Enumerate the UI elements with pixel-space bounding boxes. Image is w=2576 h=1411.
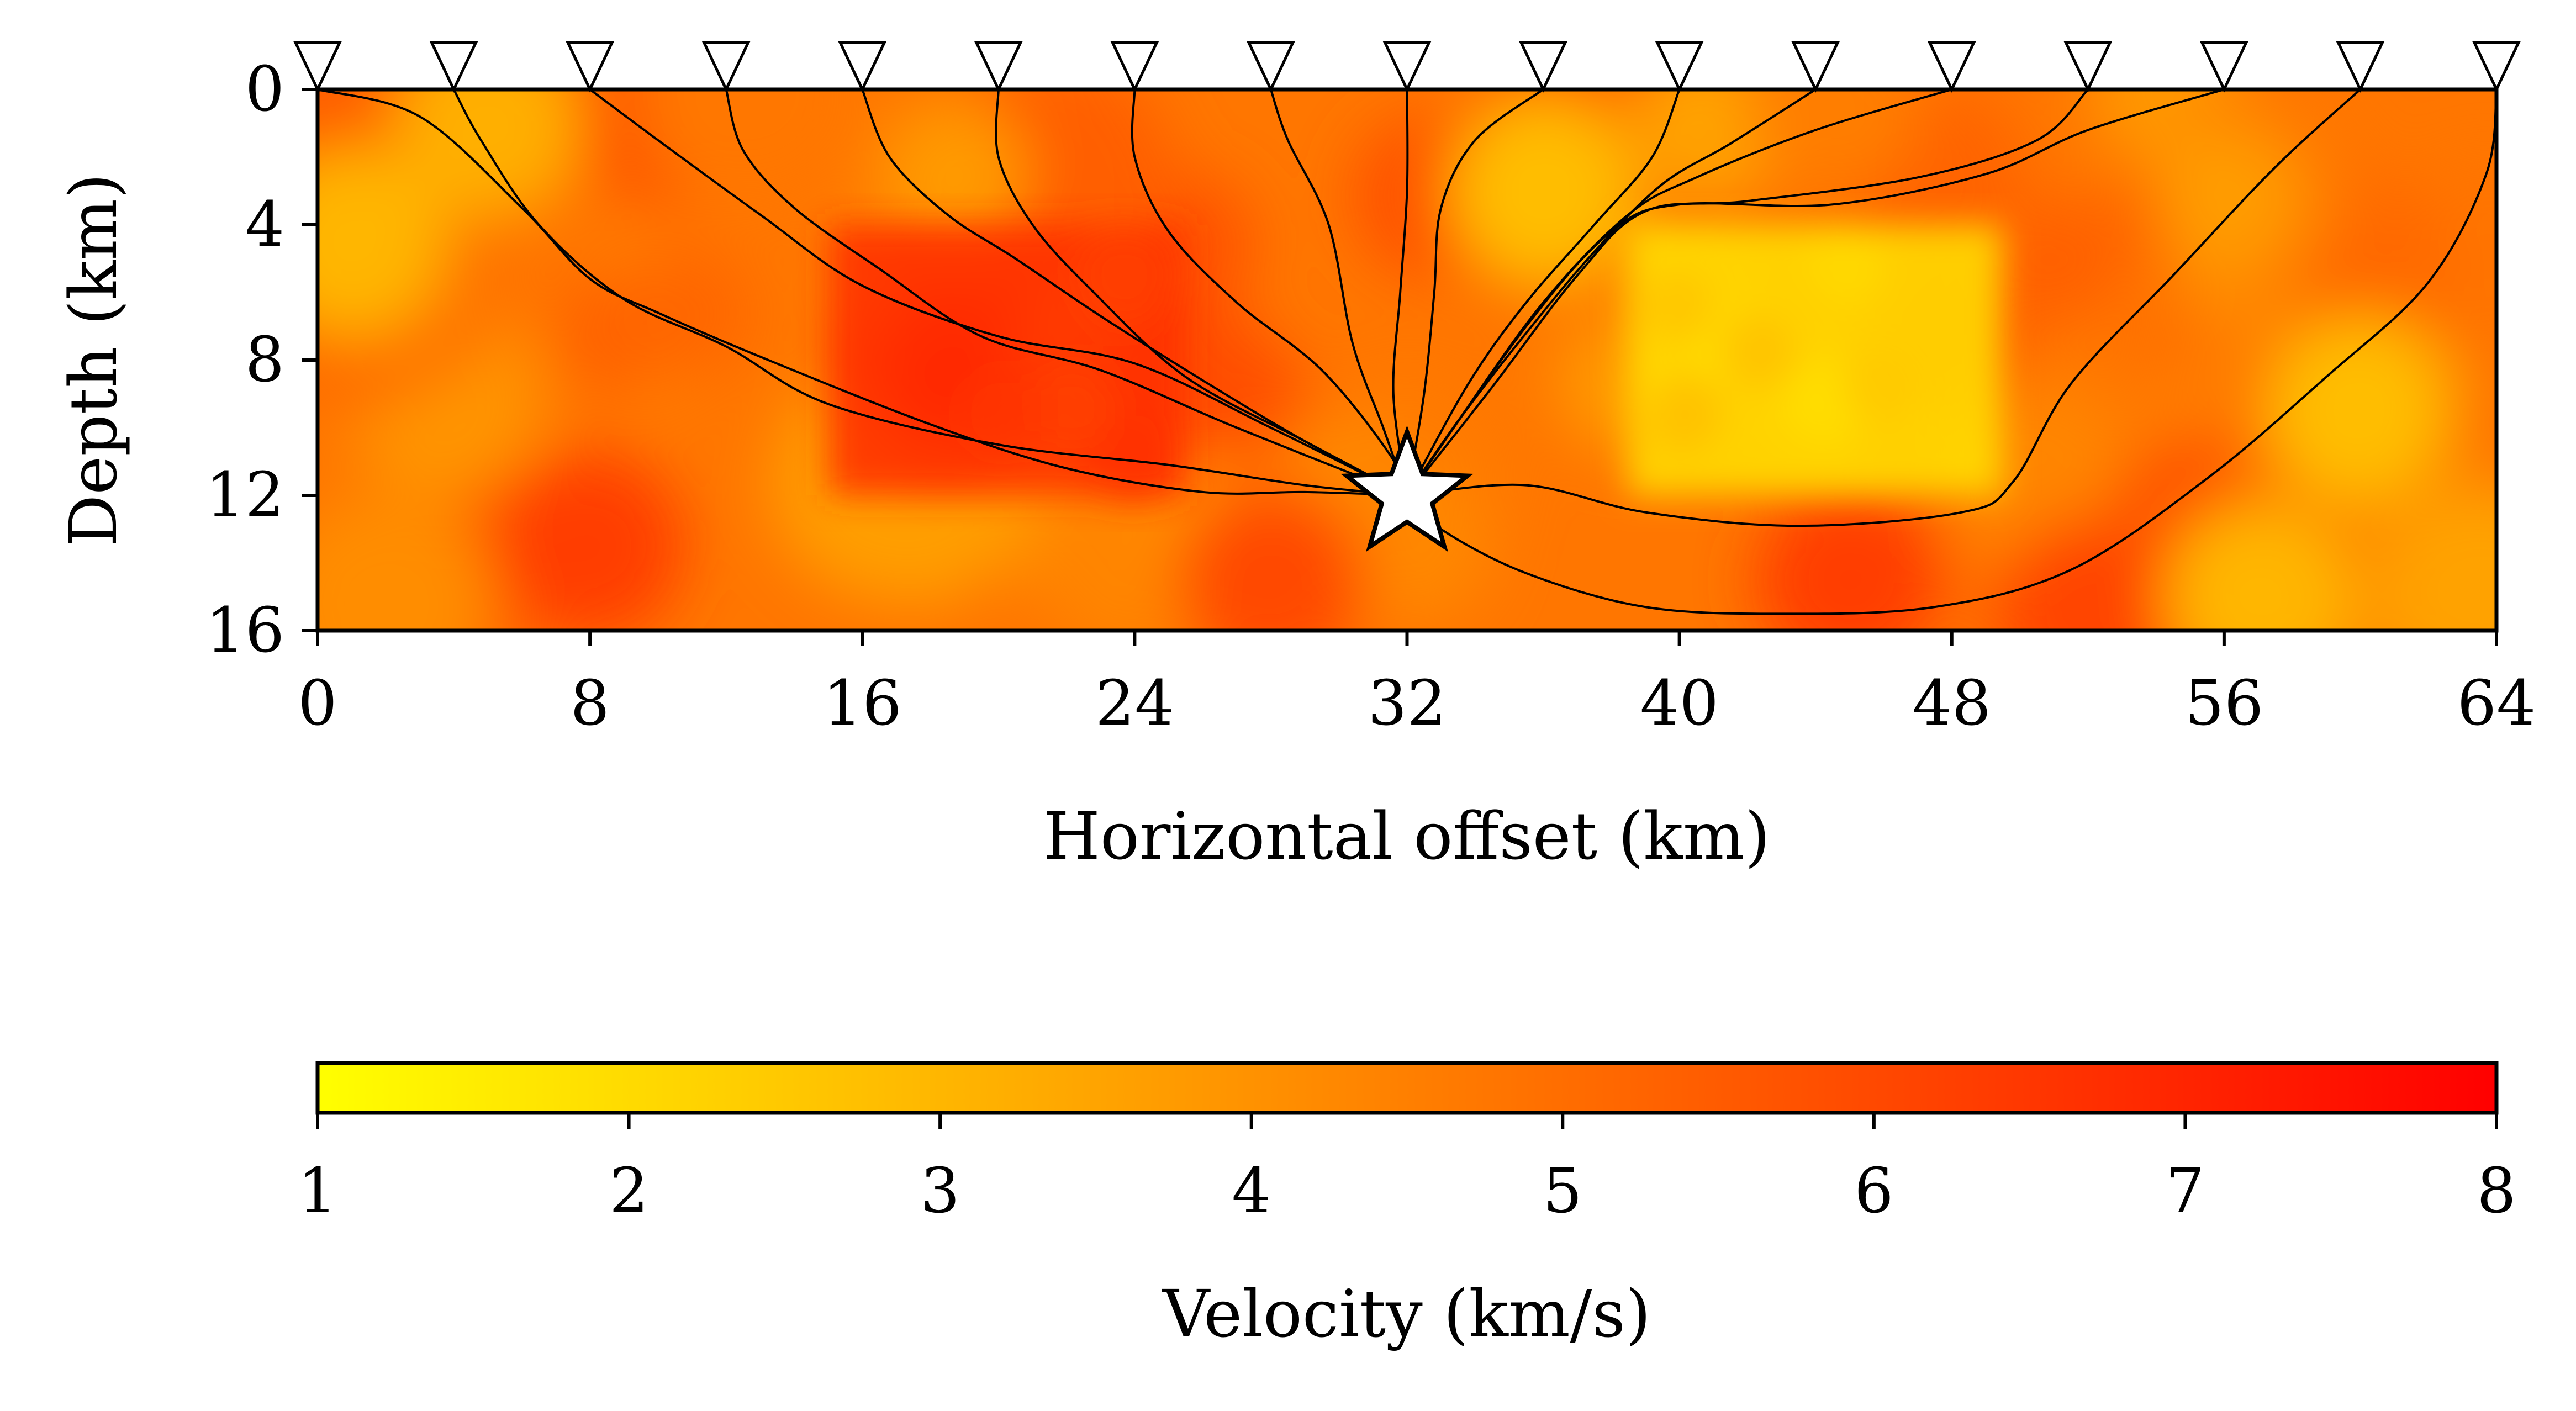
ray-path <box>318 89 1407 496</box>
y-axis-ticks: 0 4 8 12 16 <box>205 54 318 667</box>
heatmap-hot-spot <box>1176 486 1365 631</box>
colorbar-ticks: 1 2 3 4 5 6 7 8 <box>298 1113 2516 1227</box>
receiver-marker <box>2063 41 2113 93</box>
receiver-marker <box>2199 41 2248 93</box>
colorbar-tick-label: 4 <box>1232 1155 1271 1227</box>
x-tick-label: 40 <box>1640 668 1719 739</box>
x-tick-label: 16 <box>823 668 902 739</box>
receiver-marker <box>838 41 887 93</box>
ray-path <box>1406 89 1544 496</box>
ray-paths <box>318 89 2496 615</box>
receiver-marker <box>1246 41 1295 93</box>
high-velocity-texture <box>1086 229 1175 318</box>
heatmap-texture-blob <box>1745 89 1921 190</box>
heatmap-hot-spot <box>2266 316 2454 505</box>
ray-path <box>725 89 1408 496</box>
low-velocity-texture <box>1856 420 1934 498</box>
low-velocity-texture <box>1639 267 1717 345</box>
ray-path <box>1406 89 2496 615</box>
heatmap-hot-spot <box>496 452 684 631</box>
ray-path <box>1406 89 2225 496</box>
colorbar: 1 2 3 4 5 6 7 8 Velocity (km/s) <box>298 1061 2516 1352</box>
heatmap-texture-blob <box>2374 483 2496 631</box>
heatmap-hot-spot <box>318 147 446 336</box>
x-tick-label: 24 <box>1095 668 1174 739</box>
colorbar-tick-label: 5 <box>1543 1155 1582 1227</box>
velocity-heatmap <box>318 89 2496 631</box>
ray-path <box>589 89 1408 496</box>
ray-path <box>1407 89 2361 527</box>
low-velocity-texture <box>1649 371 1727 449</box>
y-tick-label: 8 <box>245 324 284 396</box>
y-tick-label: 0 <box>245 54 284 125</box>
heatmap-texture-blob <box>2151 123 2303 274</box>
heatmap-texture-blob <box>617 246 751 379</box>
receiver-marker <box>1927 41 1976 93</box>
high-velocity-texture <box>1027 363 1116 452</box>
low-velocity-texture <box>1842 346 1920 424</box>
colorbar-tick-label: 7 <box>2166 1155 2205 1227</box>
receiver-marker <box>293 41 342 93</box>
ray-path <box>1392 89 1409 496</box>
heatmap-texture-blob <box>318 494 494 631</box>
x-tick-label: 56 <box>2185 668 2264 739</box>
x-axis-ticks: 0 8 16 24 32 40 48 56 64 <box>298 631 2536 739</box>
receiver-marker <box>429 41 478 93</box>
colorbar-gradient <box>315 1061 2499 1115</box>
heatmap-texture-blob <box>635 89 865 207</box>
receiver-marker <box>974 41 1023 93</box>
heatmap-hot-spot <box>2164 503 2352 631</box>
source <box>1340 425 1474 552</box>
receiver-marker <box>2336 41 2385 93</box>
receiver-marker <box>566 41 615 93</box>
x-tick-label: 48 <box>1912 668 1991 739</box>
receiver-marker <box>1655 41 1704 93</box>
colorbar-tick-label: 3 <box>921 1155 960 1227</box>
receiver-marker <box>1110 41 1159 93</box>
source-star <box>1340 425 1474 552</box>
receivers <box>293 41 2521 93</box>
receiver-marker <box>2472 41 2521 93</box>
heatmap-hot-spot <box>394 89 582 218</box>
x-tick-label: 0 <box>298 668 337 739</box>
ray-path <box>995 89 1408 496</box>
heatmap-texture-blob <box>877 99 1029 252</box>
heatmap-hot-spot <box>1449 97 1638 285</box>
ray-path <box>1270 89 1408 496</box>
heatmap-texture-blob <box>1999 197 2124 323</box>
receiver-marker <box>701 41 751 93</box>
receiver-marker <box>1382 41 1432 93</box>
colorbar-tick-label: 6 <box>1854 1155 1893 1227</box>
low-velocity-texture <box>1719 312 1797 390</box>
y-axis-label: Depth (km) <box>55 173 131 547</box>
colorbar-tick-label: 8 <box>2477 1155 2516 1227</box>
heatmap-texture-blob <box>1336 469 1492 625</box>
y-tick-label: 4 <box>245 189 284 261</box>
y-tick-label: 16 <box>205 595 284 667</box>
low-velocity-texture <box>1804 228 1882 305</box>
x-tick-label: 8 <box>570 668 609 739</box>
colorbar-tick-label: 2 <box>609 1155 648 1227</box>
heatmap-hot-spot <box>1755 486 1944 631</box>
colorbar-label: Velocity (km/s) <box>1162 1276 1651 1352</box>
colorbar-tick-label: 1 <box>298 1155 337 1227</box>
ray-path <box>1406 89 1681 496</box>
receiver-marker <box>1519 41 1568 93</box>
receiver-marker <box>1791 41 1840 93</box>
x-tick-label: 32 <box>1368 668 1447 739</box>
ray-path <box>1131 89 1408 496</box>
x-tick-label: 64 <box>2457 668 2536 739</box>
ray-path <box>452 89 1407 496</box>
x-axis-label: Horizontal offset (km) <box>1043 798 1770 874</box>
heatmap-velocity-blocks <box>828 221 2003 504</box>
high-velocity-texture <box>958 369 1047 458</box>
heatmap-hot-spot <box>1994 520 2182 631</box>
y-tick-label: 12 <box>205 459 284 531</box>
